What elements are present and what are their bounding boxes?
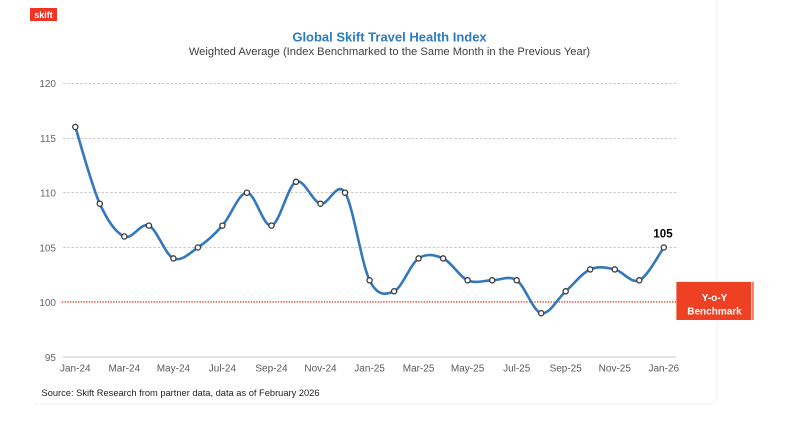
svg-text:110: 110 bbox=[40, 189, 56, 200]
svg-text:Nov-25: Nov-25 bbox=[599, 363, 632, 374]
svg-text:95: 95 bbox=[45, 353, 57, 364]
svg-text:Nov-24: Nov-24 bbox=[304, 363, 337, 374]
svg-text:Jan-26: Jan-26 bbox=[649, 363, 680, 374]
svg-text:Weighted Average (Index Benchm: Weighted Average (Index Benchmarked to t… bbox=[189, 46, 591, 58]
svg-text:Y-o-Y: Y-o-Y bbox=[702, 293, 728, 304]
svg-text:Source: Skift Research from pa: Source: Skift Research from partner data… bbox=[42, 388, 320, 398]
svg-text:100: 100 bbox=[39, 298, 56, 309]
svg-text:Jan-25: Jan-25 bbox=[354, 363, 385, 374]
svg-text:Benchmark: Benchmark bbox=[687, 307, 742, 318]
svg-text:120: 120 bbox=[39, 79, 56, 90]
svg-text:skift: skift bbox=[34, 10, 53, 20]
svg-text:Jan-24: Jan-24 bbox=[60, 363, 91, 374]
svg-text:May-24: May-24 bbox=[157, 363, 191, 374]
svg-text:Sep-24: Sep-24 bbox=[255, 363, 288, 374]
svg-text:115: 115 bbox=[40, 134, 56, 145]
svg-text:Jul-24: Jul-24 bbox=[209, 363, 237, 374]
svg-text:Mar-25: Mar-25 bbox=[403, 363, 435, 374]
svg-text:105: 105 bbox=[39, 244, 56, 255]
svg-text:Global Skift Travel Health Ind: Global Skift Travel Health Index bbox=[292, 29, 487, 44]
svg-text:105: 105 bbox=[653, 229, 673, 241]
svg-text:May-25: May-25 bbox=[451, 363, 485, 374]
svg-text:Jul-25: Jul-25 bbox=[503, 363, 531, 374]
svg-text:Mar-24: Mar-24 bbox=[108, 363, 140, 374]
svg-text:Sep-25: Sep-25 bbox=[550, 363, 583, 374]
